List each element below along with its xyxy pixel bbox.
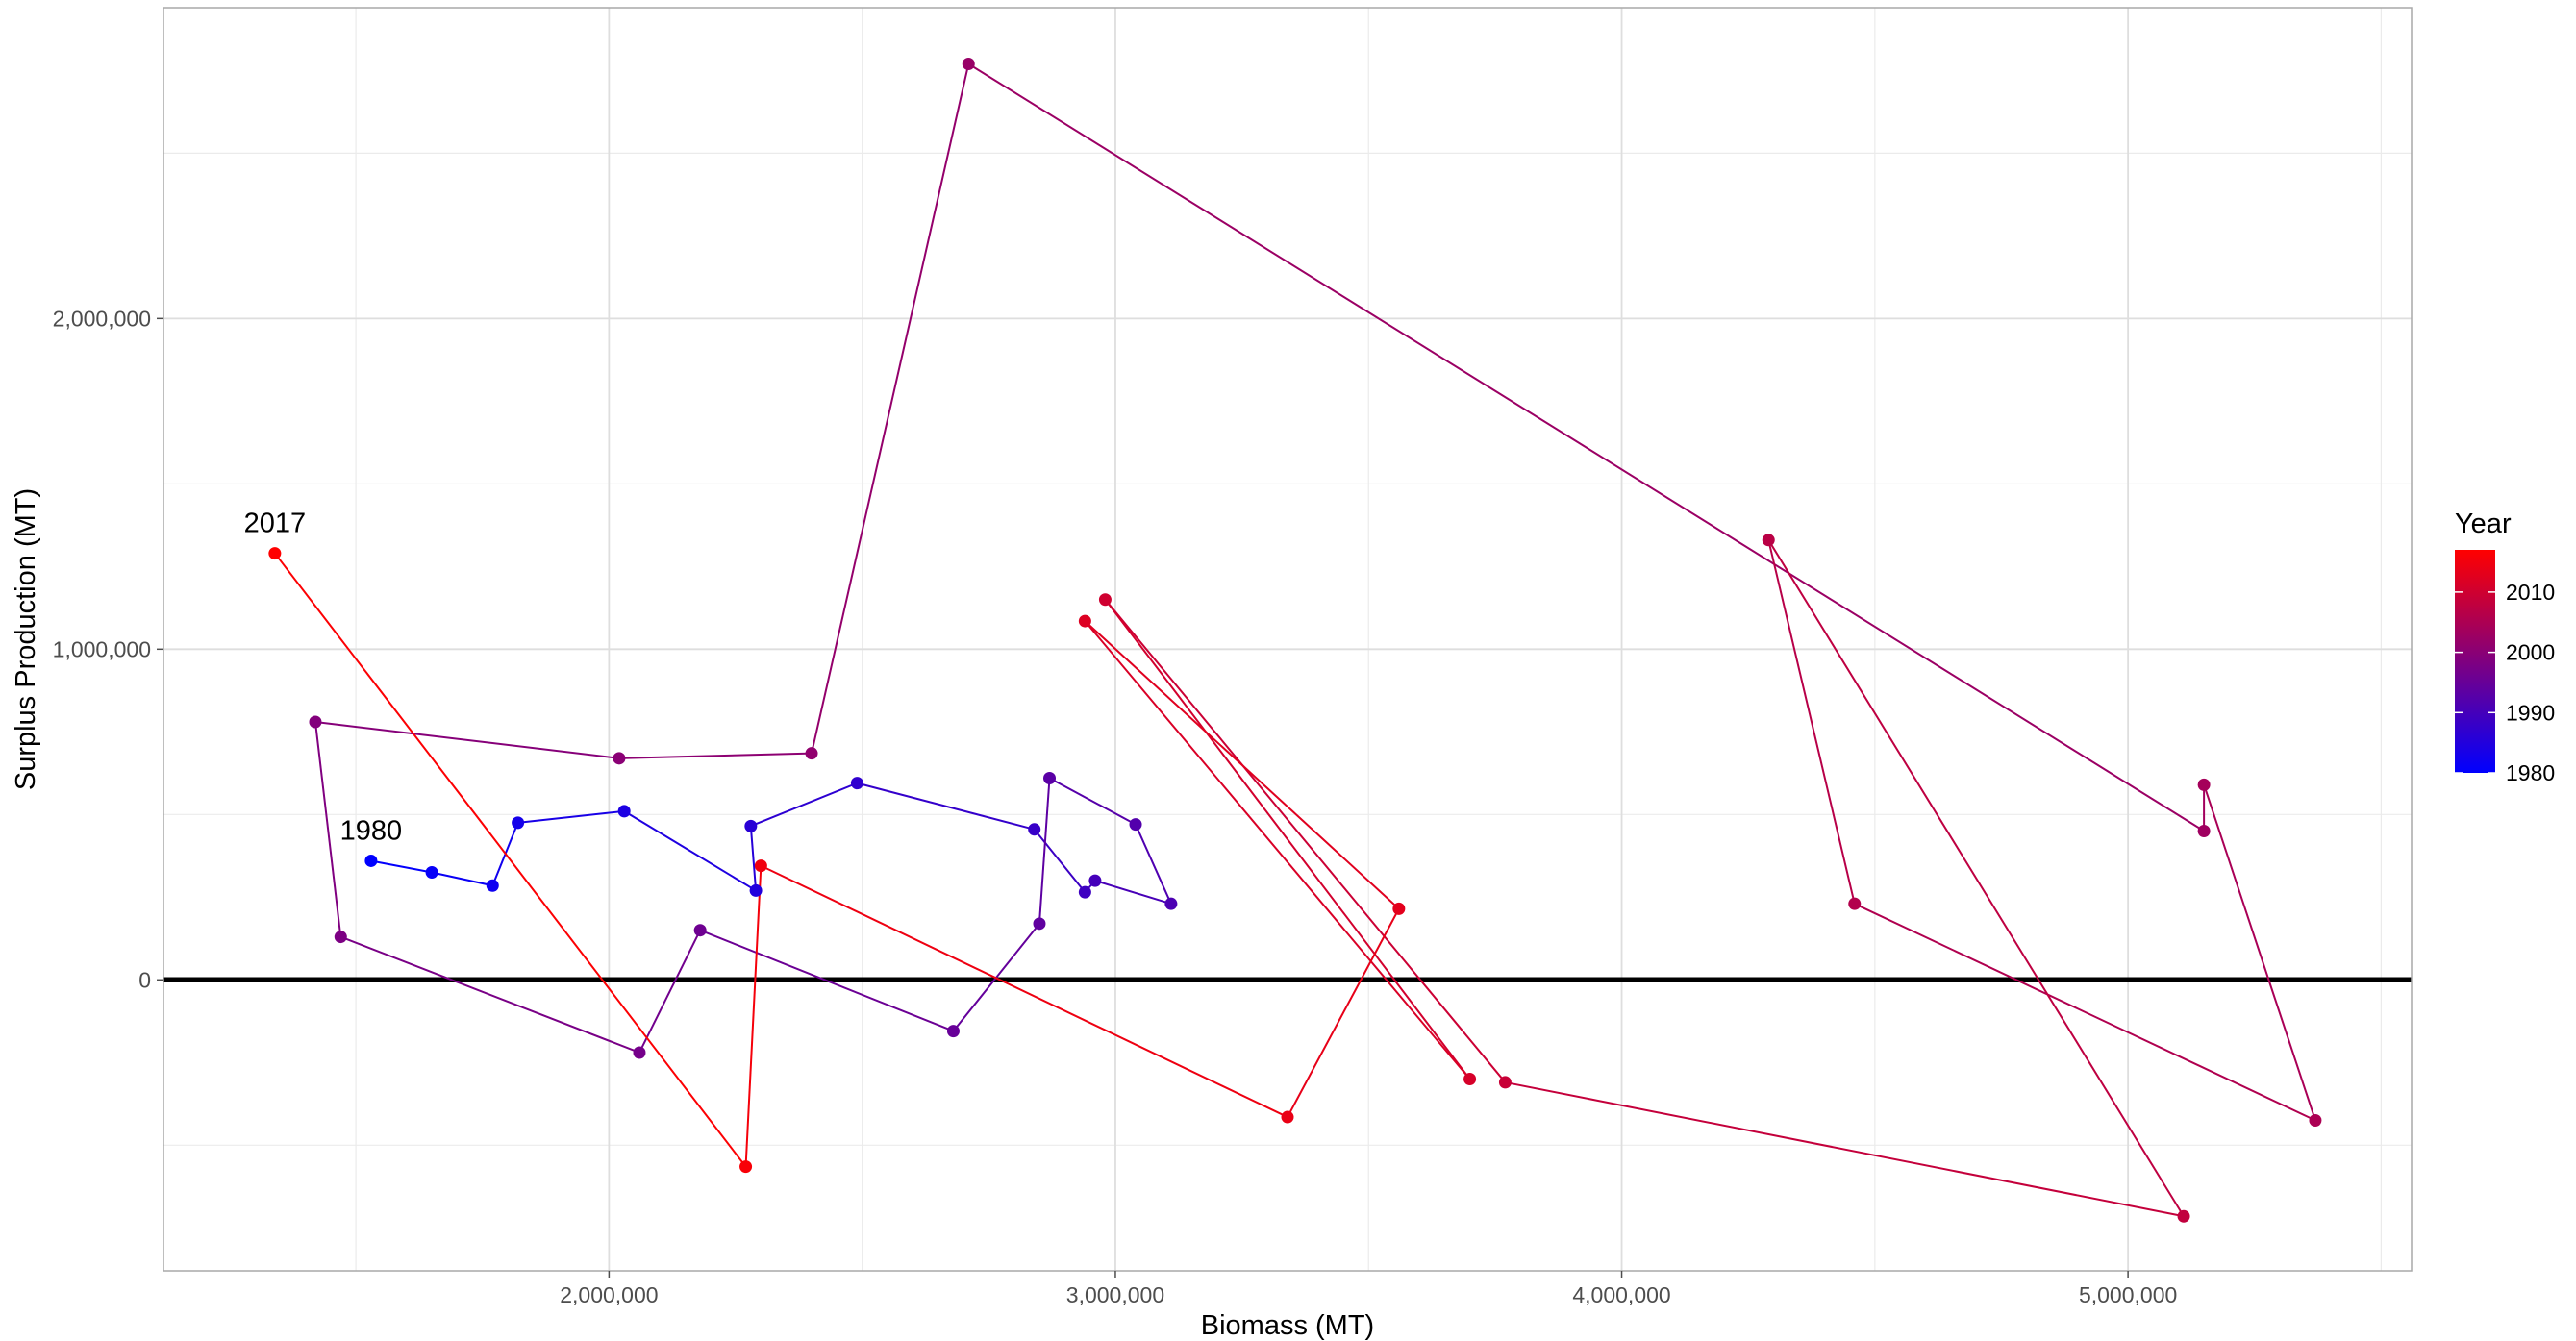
data-point-1982 [486,879,499,892]
data-point-1998 [334,931,347,944]
data-point-2000 [613,752,626,765]
path-segment-1995-1996 [699,929,954,1032]
path-segment-1998-1999 [313,721,342,937]
data-point-2006 [1848,897,1862,910]
annotation-label-1980: 1980 [340,815,403,846]
annotation-label-2017: 2017 [244,509,307,539]
path-segment-1980-1981 [370,859,433,874]
legend-colorbar [2455,550,2495,773]
path-segment-2014-2015 [760,864,1288,1118]
path-segment-1983-1984 [517,809,625,824]
path-segment-2002-2003 [967,62,2205,832]
path-segment-2004-2005 [2203,784,2316,1121]
data-point-1999 [309,715,322,729]
path-segment-2013-2014 [1287,907,1400,1118]
x-axis: 2,000,000 3,000,000 4,000,000 5,000,000 [560,1271,2177,1307]
y-tick-label: 2,000,000 [53,306,151,331]
legend-tick-label: 1990 [2506,700,2555,725]
legend-ticks: 1980 1990 2000 2010 [2455,580,2555,785]
data-point-2007 [1762,534,1775,547]
path-segment-2009-2010 [1104,599,1507,1083]
data-point-2004 [2197,778,2211,791]
y-axis-title: Surplus Production (MT) [11,488,41,790]
data-point-2014 [1281,1110,1294,1124]
data-point-2003 [2197,825,2211,838]
path-segment-1992-1993 [1049,777,1137,826]
path-segment-1987-1988 [857,782,1035,831]
data-point-1991 [1164,897,1178,910]
data-point-2015 [754,859,767,873]
data-point-1983 [512,816,525,830]
x-tick-label: 5,000,000 [2079,1282,2177,1307]
plot-panel-border [163,7,2413,1272]
path-segment-1999-2000 [314,721,620,759]
data-point-1990 [1088,874,1102,887]
legend-tick-label: 2000 [2506,640,2555,665]
path-segment-2008-2009 [1505,1080,2185,1218]
data-point-1992 [1129,818,1142,832]
x-tick-label: 3,000,000 [1066,1282,1164,1307]
data-point-2013 [1392,902,1406,915]
data-point-2010 [1098,593,1112,607]
data-point-2017 [268,547,282,560]
legend-title: Year [2455,509,2512,539]
data-point-2005 [2309,1113,2322,1127]
path-segment-1985-1986 [749,826,758,891]
data-point-2011 [1463,1072,1477,1085]
data-point-2001 [805,747,818,760]
series-lines [274,62,2316,1218]
path-segment-2015-2016 [744,865,763,1167]
y-tick-label: 0 [138,967,151,992]
x-axis-title: Biomass (MT) [1201,1310,1374,1341]
path-segment-1988-1989 [1033,829,1087,893]
grid-minor [163,8,2412,1271]
data-point-1985 [749,883,763,897]
path-segment-1986-1987 [750,782,858,828]
data-point-2012 [1078,614,1091,628]
path-segment-1981-1982 [431,871,493,887]
path-segment-1991-1992 [1135,824,1172,905]
data-point-1984 [617,805,631,818]
path-segment-2007-2008 [1767,539,2185,1217]
annotations: 1980 2017 [244,509,403,847]
data-point-1988 [1028,823,1041,836]
path-segment-1993-1994 [1038,778,1051,924]
x-tick-label: 2,000,000 [560,1282,658,1307]
data-point-2009 [1498,1076,1512,1089]
data-point-2008 [2177,1209,2190,1223]
legend-tick-label: 1980 [2506,760,2555,785]
data-point-1996 [693,924,707,937]
data-point-1997 [633,1046,646,1059]
data-point-1980 [364,854,378,867]
path-segment-2006-2007 [1767,539,1856,905]
x-tick-label: 4,000,000 [1572,1282,1670,1307]
path-segment-2001-2002 [811,63,970,754]
path-segment-1997-1998 [339,935,640,1054]
path-segment-1984-1985 [623,810,757,892]
path-segment-2016-2017 [274,552,747,1168]
path-segment-2010-2011 [1104,599,1471,1080]
path-segment-1990-1991 [1094,880,1172,906]
data-point-1986 [744,819,758,832]
path-segment-2000-2001 [618,752,813,759]
path-segment-1996-1997 [638,930,702,1054]
data-point-2002 [962,57,975,70]
data-point-1989 [1078,885,1091,899]
data-point-1981 [425,866,438,880]
data-point-1994 [1033,917,1046,931]
path-segment-2005-2006 [1854,903,2316,1122]
data-point-1987 [850,777,863,790]
path-segment-2011-2012 [1084,620,1471,1080]
y-axis: 0 1,000,000 2,000,000 [53,306,163,992]
data-point-1993 [1043,771,1057,784]
data-point-1995 [946,1025,960,1038]
data-point-2016 [739,1160,753,1174]
legend-tick-label: 2010 [2506,580,2555,605]
path-segment-2012-2013 [1084,620,1400,910]
y-tick-label: 1,000,000 [53,636,151,661]
year-legend: Year 1980 1990 2000 2010 [2455,509,2555,785]
series-points [268,57,2322,1223]
